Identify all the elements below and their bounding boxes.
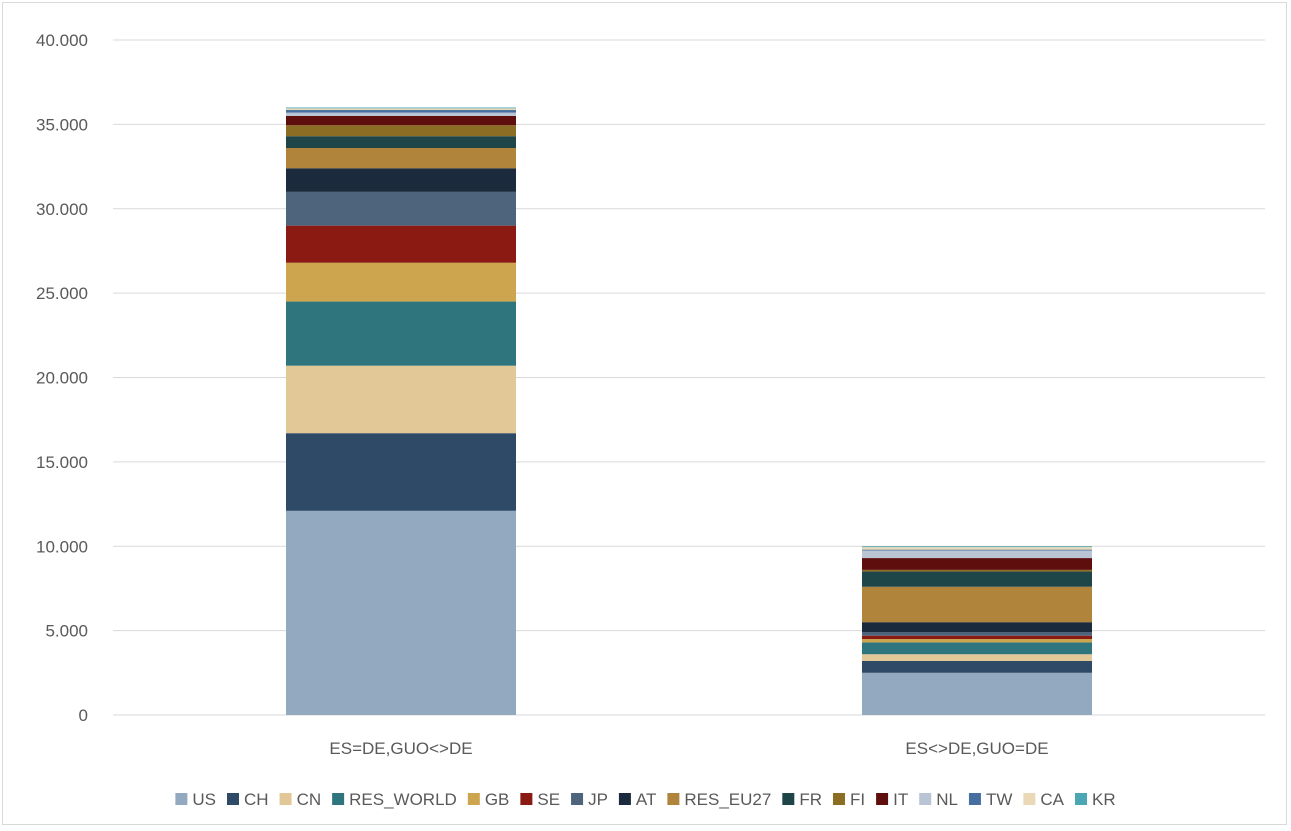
legend-swatch-res-eu27 — [667, 793, 680, 805]
y-tick-label: 0 — [79, 706, 88, 725]
x-tick-label: ES=DE,GUO<>DE — [329, 739, 472, 758]
bar-segment-fi — [862, 569, 1092, 572]
bar-segment-at — [286, 168, 516, 192]
legend-swatch-nl — [919, 793, 932, 805]
bar-segment-kr — [862, 546, 1092, 548]
bar-segment-it — [862, 558, 1092, 570]
legend-label: CN — [297, 790, 322, 809]
stacked-bar-chart: 0 5.000 10.000 15.000 20.000 25.000 30.000 35.0… — [36, 31, 1265, 809]
bar-segment-ca — [286, 108, 516, 111]
legend-label: FR — [799, 790, 822, 809]
bar-segment-cn — [862, 654, 1092, 661]
bar-segment-res-eu27 — [286, 148, 516, 169]
bar-segment-nl — [286, 112, 516, 116]
bar-segment-it — [286, 115, 516, 126]
legend-label: AT — [636, 790, 656, 809]
x-axis-tick-labels: ES=DE,GUO<>DE ES<>DE,GUO=DE — [329, 739, 1048, 758]
y-tick-label: 10.000 — [36, 537, 88, 556]
legend-label: CA — [1040, 790, 1064, 809]
bar-segment-res-world — [862, 642, 1092, 655]
legend-label: CH — [244, 790, 269, 809]
bar-segment-us — [862, 672, 1092, 715]
legend-swatch-us — [175, 793, 188, 805]
y-axis-tick-labels: 0 5.000 10.000 15.000 20.000 25.000 30.000 35.0… — [36, 31, 88, 725]
bar-segment-fr — [862, 571, 1092, 587]
bar-segment-se — [862, 635, 1092, 640]
legend-label: IT — [893, 790, 908, 809]
bar-segment-cn — [286, 365, 516, 434]
legend-swatch-gb — [467, 793, 480, 805]
legend-swatch-jp — [571, 793, 584, 805]
bar-segment-tw — [286, 110, 516, 113]
legend-label: JP — [588, 790, 608, 809]
bar-segment-tw — [862, 549, 1092, 551]
bar-segment-res-world — [286, 301, 516, 366]
legend-label: RES_WORLD — [349, 790, 457, 809]
bar-segment-ch — [286, 433, 516, 511]
y-tick-label: 35.000 — [36, 115, 88, 134]
bar-segment-fr — [286, 136, 516, 148]
legend-label: FI — [850, 790, 865, 809]
legend-swatch-it — [876, 793, 889, 805]
bar-segment-jp — [862, 632, 1092, 636]
legend-swatch-fr — [782, 793, 795, 805]
legend-label: TW — [986, 790, 1012, 809]
legend-swatch-res-world — [332, 793, 345, 805]
bars — [286, 107, 1092, 715]
legend-swatch-ch — [227, 793, 239, 805]
legend-swatch-kr — [1075, 793, 1087, 805]
legend-swatch-tw — [968, 793, 981, 805]
legend-label: US — [192, 790, 216, 809]
bar-segment-fi — [286, 125, 516, 137]
bar-segment-nl — [862, 550, 1092, 559]
bar-segment-ch — [862, 661, 1092, 673]
legend-swatch-fi — [832, 793, 845, 805]
gridlines — [113, 39, 1265, 716]
legend-swatch-se — [520, 793, 533, 805]
bar-segment-ca — [862, 547, 1092, 550]
bar-segment-gb — [862, 639, 1092, 643]
legend-label: SE — [537, 790, 560, 809]
legend-swatch-cn — [279, 793, 292, 805]
legend-label: GB — [485, 790, 510, 809]
legend: US CH CN RES_WORLD GB SE JP AT RES_EU27 FR FI IT NL T… — [175, 790, 1116, 809]
bar-segment-kr — [286, 107, 516, 109]
y-tick-label: 40.000 — [36, 31, 88, 50]
y-tick-label: 30.000 — [36, 200, 88, 219]
legend-label: KR — [1092, 790, 1116, 809]
y-tick-label: 15.000 — [36, 453, 88, 472]
bar-segment-se — [286, 225, 516, 263]
legend-swatch-at — [618, 793, 631, 805]
bar-segment-us — [286, 510, 516, 715]
legend-swatch-ca — [1023, 793, 1036, 805]
y-tick-label: 5.000 — [45, 622, 88, 641]
bar-segment-res-eu27 — [862, 586, 1092, 623]
legend-label: NL — [936, 790, 958, 809]
y-tick-label: 25.000 — [36, 284, 88, 303]
bar-segment-jp — [286, 191, 516, 226]
bar-segment-at — [862, 622, 1092, 633]
x-tick-label: ES<>DE,GUO=DE — [905, 739, 1048, 758]
bar-segment-gb — [286, 262, 516, 302]
y-tick-label: 20.000 — [36, 369, 88, 388]
legend-label: RES_EU27 — [684, 790, 771, 809]
